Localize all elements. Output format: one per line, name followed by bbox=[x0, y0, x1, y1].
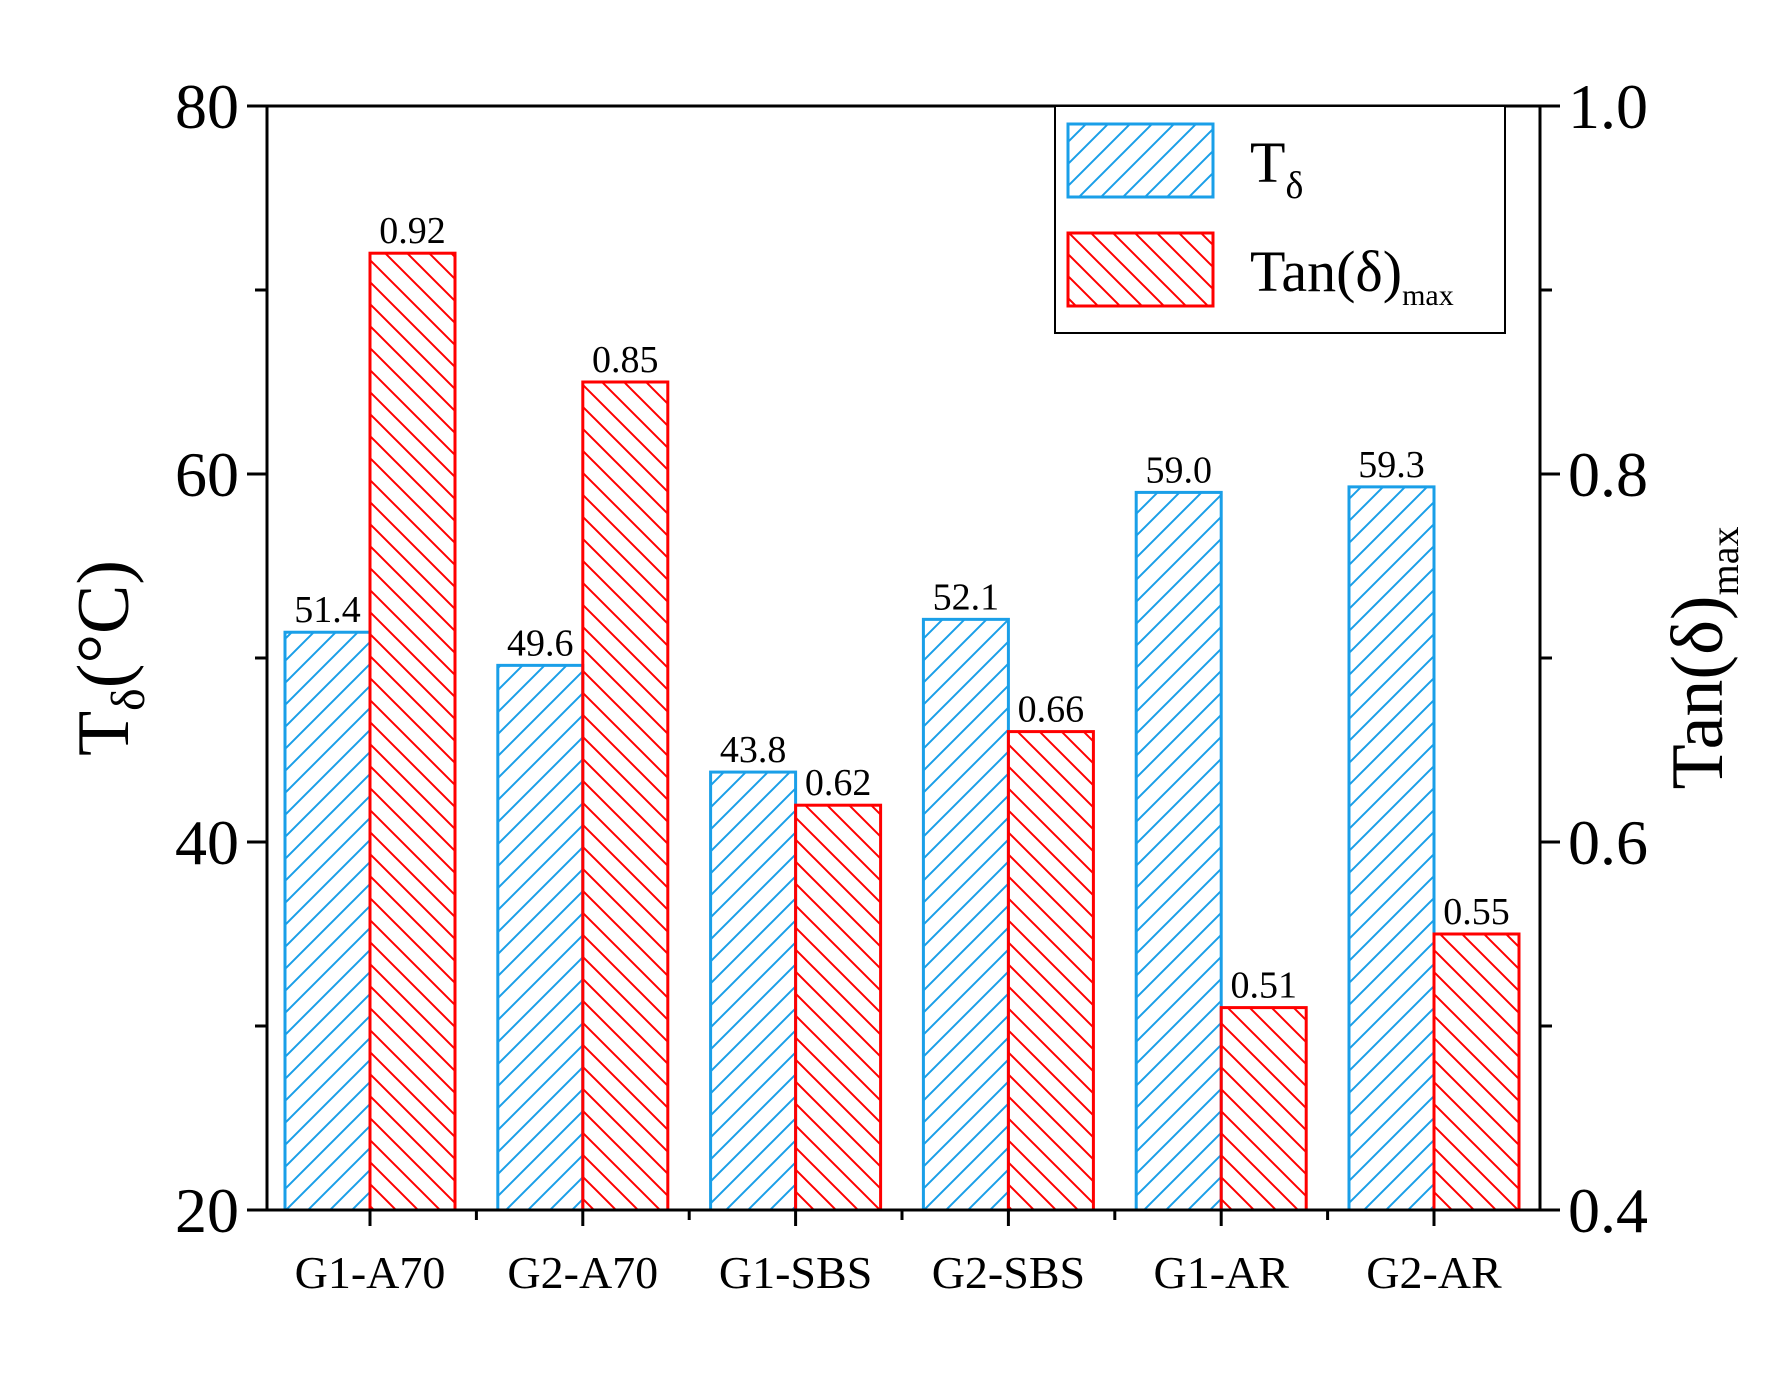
legend-label-tdelta: Tδ bbox=[1250, 130, 1303, 207]
left-axis: 20 40 60 80 bbox=[175, 71, 267, 1246]
right-tick-label: 1.0 bbox=[1568, 71, 1648, 142]
bar-label-tandelta-g1-sbs: 0.62 bbox=[805, 762, 872, 804]
left-axis-title: Tδ(°C) bbox=[63, 560, 155, 756]
bar-tdelta-g1-a70 bbox=[283, 630, 372, 1212]
left-tick-label: 20 bbox=[175, 1175, 239, 1246]
legend: Tδ Tan(δ)max bbox=[1054, 105, 1506, 334]
bar-label-tdelta-g2-a70: 49.6 bbox=[507, 622, 574, 664]
bar-tandelta-g2-sbs bbox=[1006, 730, 1095, 1212]
bar-label-tandelta-g2-a70: 0.85 bbox=[592, 339, 659, 381]
bar-label-tdelta-g1-ar: 59.0 bbox=[1145, 449, 1212, 491]
bar-label-tdelta-g1-sbs: 43.8 bbox=[720, 729, 787, 771]
right-axis-title-sub: max bbox=[1702, 527, 1747, 596]
x-tick-label-g2-ar: G2-AR bbox=[1366, 1247, 1502, 1298]
right-tick-label: 0.8 bbox=[1568, 439, 1648, 510]
bar-label-tdelta-g2-sbs: 52.1 bbox=[933, 576, 1000, 618]
right-tick-label: 0.4 bbox=[1568, 1175, 1648, 1246]
bar-tandelta-g2-a70 bbox=[581, 380, 670, 1212]
legend-label-tandelta-main: Tan(δ) bbox=[1250, 239, 1402, 304]
right-axis: 0.4 0.6 0.8 1.0 bbox=[1540, 71, 1648, 1246]
x-tick-label-g1-sbs: G1-SBS bbox=[719, 1247, 872, 1298]
left-axis-title-rest: (°C) bbox=[63, 560, 145, 688]
left-axis-title-sub: δ bbox=[102, 688, 155, 711]
right-tick-label: 0.6 bbox=[1568, 807, 1648, 878]
bar-label-tdelta-g1-a70: 51.4 bbox=[294, 589, 361, 631]
x-tick-label-g1-ar: G1-AR bbox=[1153, 1247, 1289, 1298]
legend-label-tandelta-sub: max bbox=[1402, 279, 1454, 312]
bar-label-tandelta-g1-ar: 0.51 bbox=[1230, 965, 1297, 1007]
bar-tandelta-g1-ar bbox=[1219, 1006, 1308, 1212]
right-axis-title: Tan(δ)max bbox=[1657, 527, 1747, 790]
legend-label-tdelta-sub: δ bbox=[1285, 165, 1303, 207]
bar-tandelta-g2-ar bbox=[1432, 932, 1521, 1212]
bar-tdelta-g2-ar bbox=[1347, 485, 1436, 1212]
left-tick-label: 60 bbox=[175, 439, 239, 510]
bar-labels-layer: 51.4 0.92 49.6 0.85 43.8 0.62 52.1 0.66 59.0 0.51… bbox=[294, 210, 1510, 1006]
bar-label-tandelta-g2-sbs: 0.66 bbox=[1018, 689, 1085, 731]
bars-layer bbox=[283, 251, 1521, 1212]
bar-tdelta-g1-ar bbox=[1134, 490, 1223, 1212]
bar-tandelta-g1-sbs bbox=[794, 803, 883, 1212]
bar-tdelta-g2-a70 bbox=[496, 663, 585, 1212]
x-tick-label-g1-a70: G1-A70 bbox=[295, 1247, 446, 1298]
legend-label-tandelta: Tan(δ)max bbox=[1250, 239, 1454, 312]
x-axis: G1-A70 G2-A70 G1-SBS G2-SBS G1-AR G2-AR bbox=[295, 1210, 1502, 1298]
bar-tandelta-g1-a70 bbox=[368, 251, 457, 1212]
legend-swatch-tdelta bbox=[1066, 122, 1215, 199]
bar-tdelta-g1-sbs bbox=[709, 770, 798, 1212]
right-axis-title-main: Tan(δ) bbox=[1657, 595, 1739, 789]
bar-label-tandelta-g1-a70: 0.92 bbox=[379, 210, 446, 252]
left-axis-title-main: T bbox=[63, 711, 145, 756]
bar-label-tdelta-g2-ar: 59.3 bbox=[1358, 444, 1425, 486]
x-tick-label-g2-a70: G2-A70 bbox=[507, 1247, 658, 1298]
bar-label-tandelta-g2-ar: 0.55 bbox=[1443, 891, 1510, 933]
left-tick-label: 80 bbox=[175, 71, 239, 142]
legend-label-tdelta-main: T bbox=[1250, 130, 1285, 195]
x-tick-label-g2-sbs: G2-SBS bbox=[932, 1247, 1085, 1298]
bar-tdelta-g2-sbs bbox=[921, 617, 1010, 1212]
legend-swatch-tandelta bbox=[1066, 231, 1215, 308]
left-tick-label: 40 bbox=[175, 807, 239, 878]
